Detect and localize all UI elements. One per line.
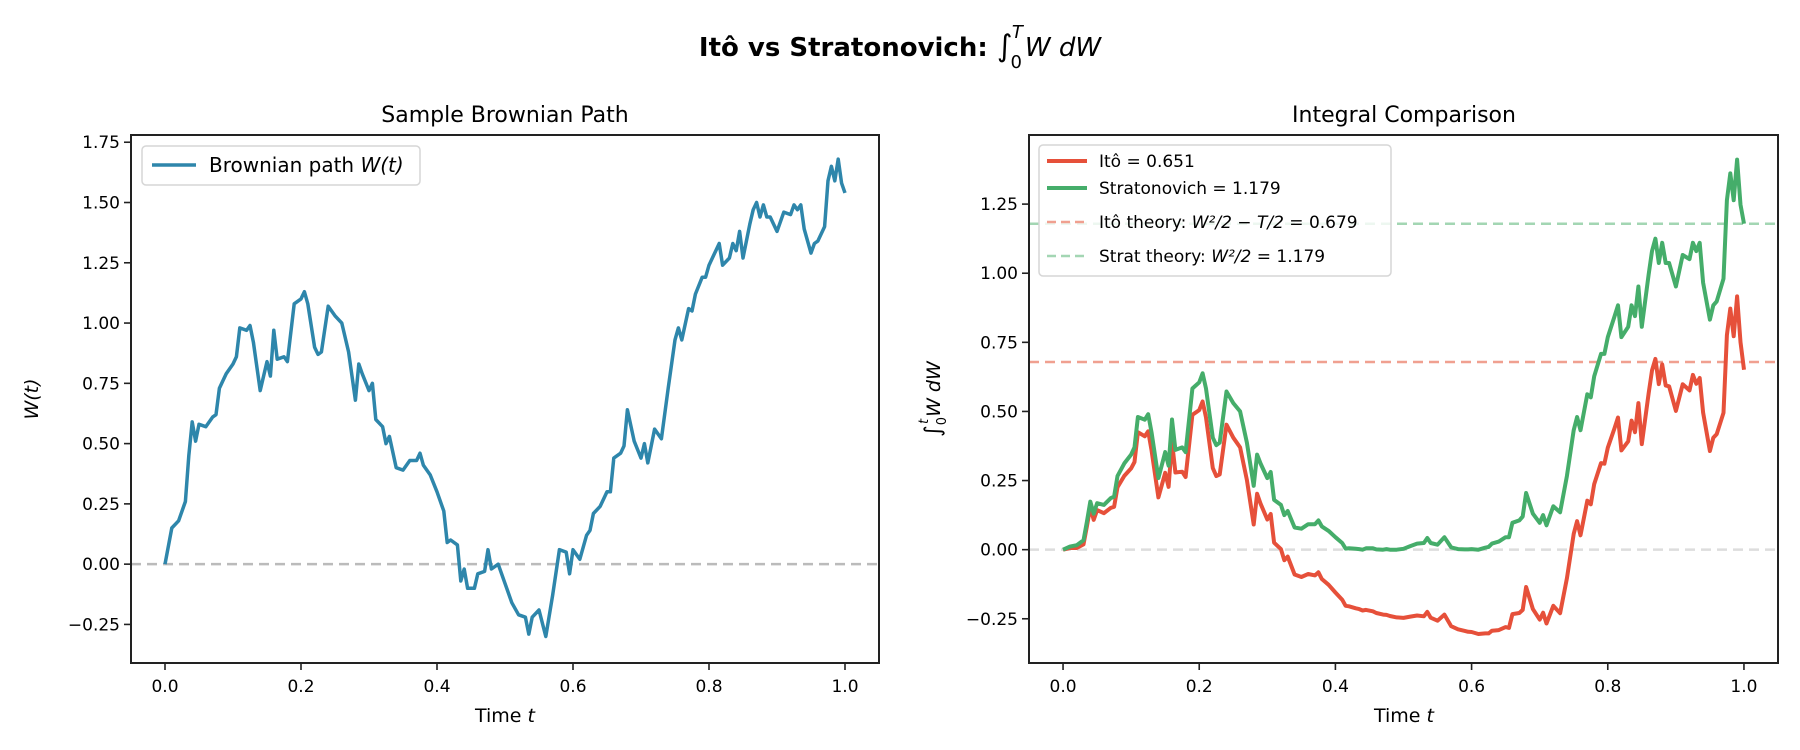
x-tick-label: 0.4 [423, 677, 450, 697]
legend-brownian-text: Brownian path [209, 153, 360, 177]
y-tick-label: 0.25 [82, 495, 120, 515]
left-xlabel-main: Time [474, 705, 528, 727]
strat-theory-math: W²/2 [1211, 247, 1251, 267]
plot-marks [1029, 157, 1778, 636]
ito-theory-math: W²/2 − T/2 [1192, 213, 1284, 233]
y-tick-label: 1.25 [980, 195, 1018, 215]
strat-theory-post: = 1.179 [1251, 247, 1325, 267]
right-x-axis-label: Time t [1373, 705, 1436, 727]
y-tick-label: 0.00 [980, 541, 1018, 561]
x-tick-label: 0.4 [1322, 677, 1349, 697]
series-line-ito [1062, 294, 1746, 636]
y-tick-label: 1.00 [980, 264, 1018, 284]
y-tick-label: 1.25 [82, 254, 120, 274]
right-axes-frame [1028, 134, 1779, 664]
right-ylabel-integral: ∫ [921, 425, 946, 436]
y-tick-label: 1.00 [82, 314, 120, 334]
series-line-strat [1062, 157, 1746, 552]
legend-label-ito: Itô = 0.651 [1099, 152, 1195, 172]
left-legend-box [141, 145, 421, 186]
right-xlabel-var: t [1427, 705, 1436, 727]
suptitle-integral-sign: ∫ [997, 29, 1013, 64]
suptitle-upper-limit: T [1012, 22, 1025, 43]
x-tick-label: 0.6 [559, 677, 586, 697]
y-tick-label: −0.25 [68, 615, 120, 635]
left-y-axis-label: W(t) [21, 378, 43, 419]
suptitle-integrand: W dW [1025, 33, 1102, 63]
y-tick-label: 0.75 [980, 333, 1018, 353]
right-axes: Integral Comparison 0.0 0.2 0.4 0.6 0.8 1.0 −0… [917, 103, 1779, 727]
x-tick-label: 0.8 [1594, 677, 1621, 697]
x-tick-label: 0.0 [151, 677, 178, 697]
right-ylabel-text: ∫0tW dW [917, 360, 950, 437]
right-ylabel-upper: t [917, 418, 932, 424]
legend-label-strat-theory: Strat theory: W²/2 = 1.179 [1099, 247, 1325, 267]
suptitle-lower-limit: 0 [1010, 52, 1021, 73]
legend-label-ito-theory: Itô theory: W²/2 − T/2 = 0.679 [1099, 213, 1358, 233]
x-tick-label: 0.0 [1050, 677, 1077, 697]
left-plot-area [131, 157, 879, 639]
right-ticks: 0.0 0.2 0.4 0.6 0.8 1.0 −0.25 0.00 0.25 0.50 0.75 1… [966, 195, 1758, 697]
y-tick-label: 0.50 [980, 402, 1018, 422]
left-axes: Sample Brownian Path 0.0 0.2 0.4 0.6 0.8 1.0 −… [21, 103, 880, 727]
series-line-brownian [163, 157, 847, 639]
right-legend: Itô = 0.651 Stratonovich = 1.179 Itô the… [1038, 144, 1392, 277]
left-axes-frame [130, 134, 880, 664]
x-tick-label: 1.0 [831, 677, 858, 697]
left-xlabel-var: t [528, 705, 537, 727]
right-legend-box [1038, 144, 1392, 277]
y-tick-label: 0.00 [82, 555, 120, 575]
right-xlabel-main: Time [1373, 705, 1427, 727]
right-axes-title: Integral Comparison [1292, 103, 1516, 128]
legend-brownian-math: W(t) [360, 153, 403, 177]
legend-label-brownian: Brownian path W(t) [209, 153, 404, 177]
right-plot-area [1029, 157, 1778, 636]
ito-theory-post: = 0.679 [1284, 213, 1358, 233]
x-tick-label: 0.8 [695, 677, 722, 697]
left-axes-title: Sample Brownian Path [381, 103, 628, 128]
x-tick-label: 1.0 [1730, 677, 1757, 697]
ito-theory-pre: Itô theory: [1099, 213, 1192, 233]
y-tick-label: 0.50 [82, 435, 120, 455]
y-tick-label: 1.50 [82, 194, 120, 214]
figure-suptitle: Itô vs Stratonovich: ∫0 TW dW [699, 22, 1102, 73]
suptitle-text: Itô vs Stratonovich: [699, 33, 997, 63]
y-tick-label: 0.25 [980, 472, 1018, 492]
right-ylabel-lower: 0 [935, 417, 950, 425]
y-tick-label: −0.25 [966, 610, 1018, 630]
legend-label-stratonovich: Stratonovich = 1.179 [1099, 179, 1281, 199]
y-tick-label: 1.75 [82, 133, 120, 153]
left-ticks: 0.0 0.2 0.4 0.6 0.8 1.0 −0.25 0.00 0.25 0.50 0.75 1… [68, 133, 859, 697]
y-tick-label: 0.75 [82, 374, 120, 394]
plot-marks [131, 157, 879, 639]
strat-theory-pre: Strat theory: [1099, 247, 1211, 267]
left-legend: Brownian path W(t) [141, 145, 421, 186]
right-y-axis-label: ∫0tW dW [917, 360, 950, 437]
left-x-axis-label: Time t [474, 705, 537, 727]
x-tick-label: 0.6 [1458, 677, 1485, 697]
x-tick-label: 0.2 [1186, 677, 1213, 697]
x-tick-label: 0.2 [287, 677, 314, 697]
right-ylabel-integrand: W dW [923, 360, 945, 417]
